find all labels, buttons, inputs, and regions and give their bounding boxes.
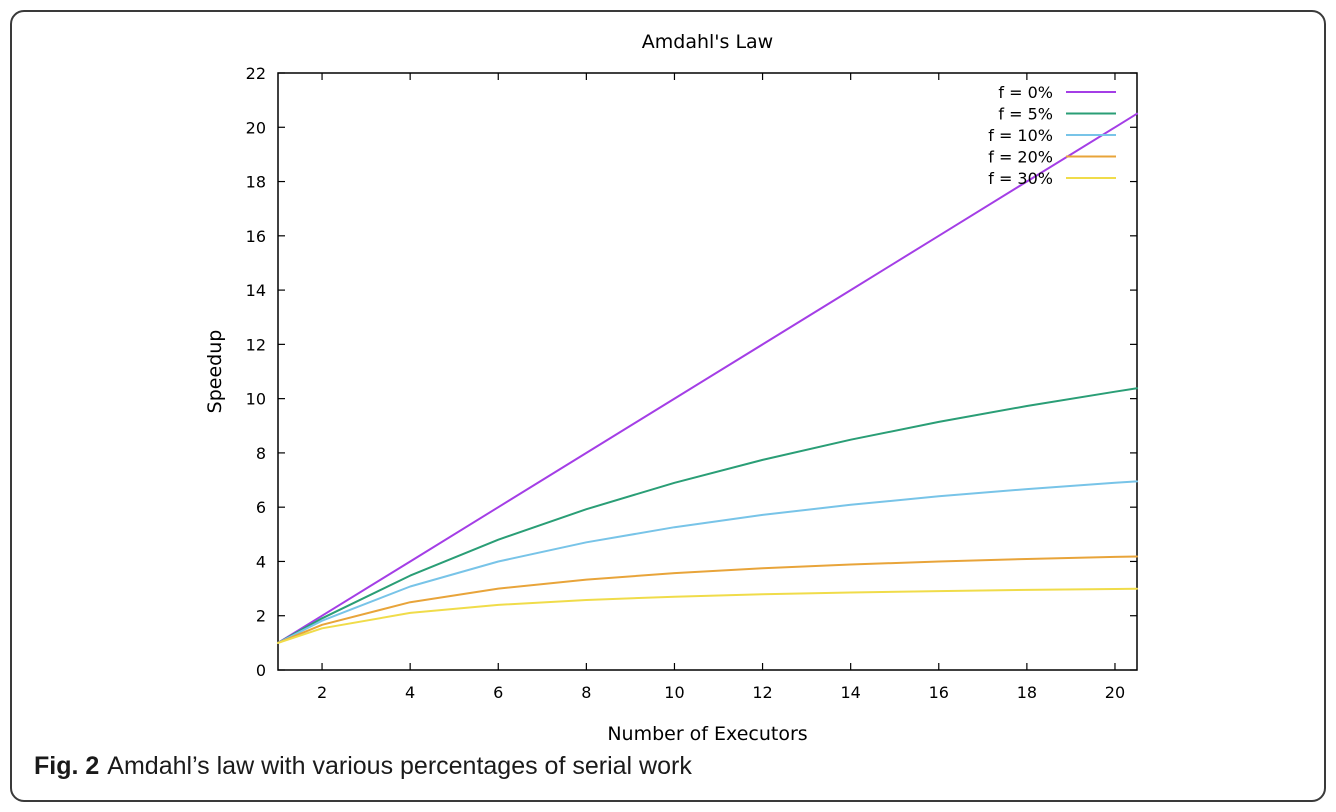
x-tick-label: 2 <box>317 683 327 702</box>
y-tick-label: 12 <box>246 335 266 354</box>
x-tick-label: 14 <box>840 683 860 702</box>
y-tick-label: 18 <box>246 173 266 192</box>
series-line-f-30 <box>277 587 1138 644</box>
x-tick-label: 8 <box>581 683 591 702</box>
x-axis-title: Number of Executors <box>607 723 807 745</box>
y-tick-label: 4 <box>256 552 266 571</box>
chart-title: Amdahl's Law <box>642 31 773 53</box>
y-tick-label: 10 <box>246 390 266 409</box>
plot-area-border <box>277 72 1138 671</box>
figure-caption: Fig. 2 Amdahl’s law with various percenta… <box>34 752 692 781</box>
x-tick-label: 16 <box>929 683 949 702</box>
x-tick-label: 18 <box>1017 683 1037 702</box>
y-tick-label: 20 <box>246 118 266 137</box>
x-tick-label: 12 <box>752 683 772 702</box>
y-tick-label: 22 <box>246 64 266 83</box>
series-line-f-5 <box>277 387 1138 644</box>
x-tick-label: 4 <box>405 683 415 702</box>
x-tick-label: 10 <box>664 683 684 702</box>
series-line-f-20 <box>277 555 1138 644</box>
axis-ticks: 2 4 6 8 10 12 14 16 18 20 0 2 4 6 8 10 12 14 16 18 20 22 <box>246 64 1137 702</box>
series-line-f-0 <box>277 112 1138 644</box>
x-tick-label: 20 <box>1105 683 1125 702</box>
legend-label: f = 30% <box>988 169 1053 188</box>
figure-label: Fig. 2 <box>34 752 100 780</box>
series-layer <box>277 112 1138 644</box>
caption-text: Amdahl’s law with various percentages of… <box>107 752 692 780</box>
legend: f = 0% f = 5% f = 10% f = 20% f = 30% <box>988 83 1116 188</box>
y-tick-label: 16 <box>246 227 266 246</box>
y-tick-label: 0 <box>256 661 266 680</box>
y-axis-title: Speedup <box>204 330 226 414</box>
legend-label: f = 20% <box>988 148 1053 167</box>
legend-label: f = 5% <box>998 105 1053 124</box>
x-tick-label: 6 <box>493 683 503 702</box>
y-tick-label: 14 <box>246 281 266 300</box>
y-tick-label: 6 <box>256 498 266 517</box>
legend-label: f = 0% <box>998 83 1053 102</box>
legend-label: f = 10% <box>988 126 1053 145</box>
y-tick-label: 2 <box>256 607 266 626</box>
y-tick-label: 8 <box>256 444 266 463</box>
series-line-f-10 <box>277 480 1138 644</box>
